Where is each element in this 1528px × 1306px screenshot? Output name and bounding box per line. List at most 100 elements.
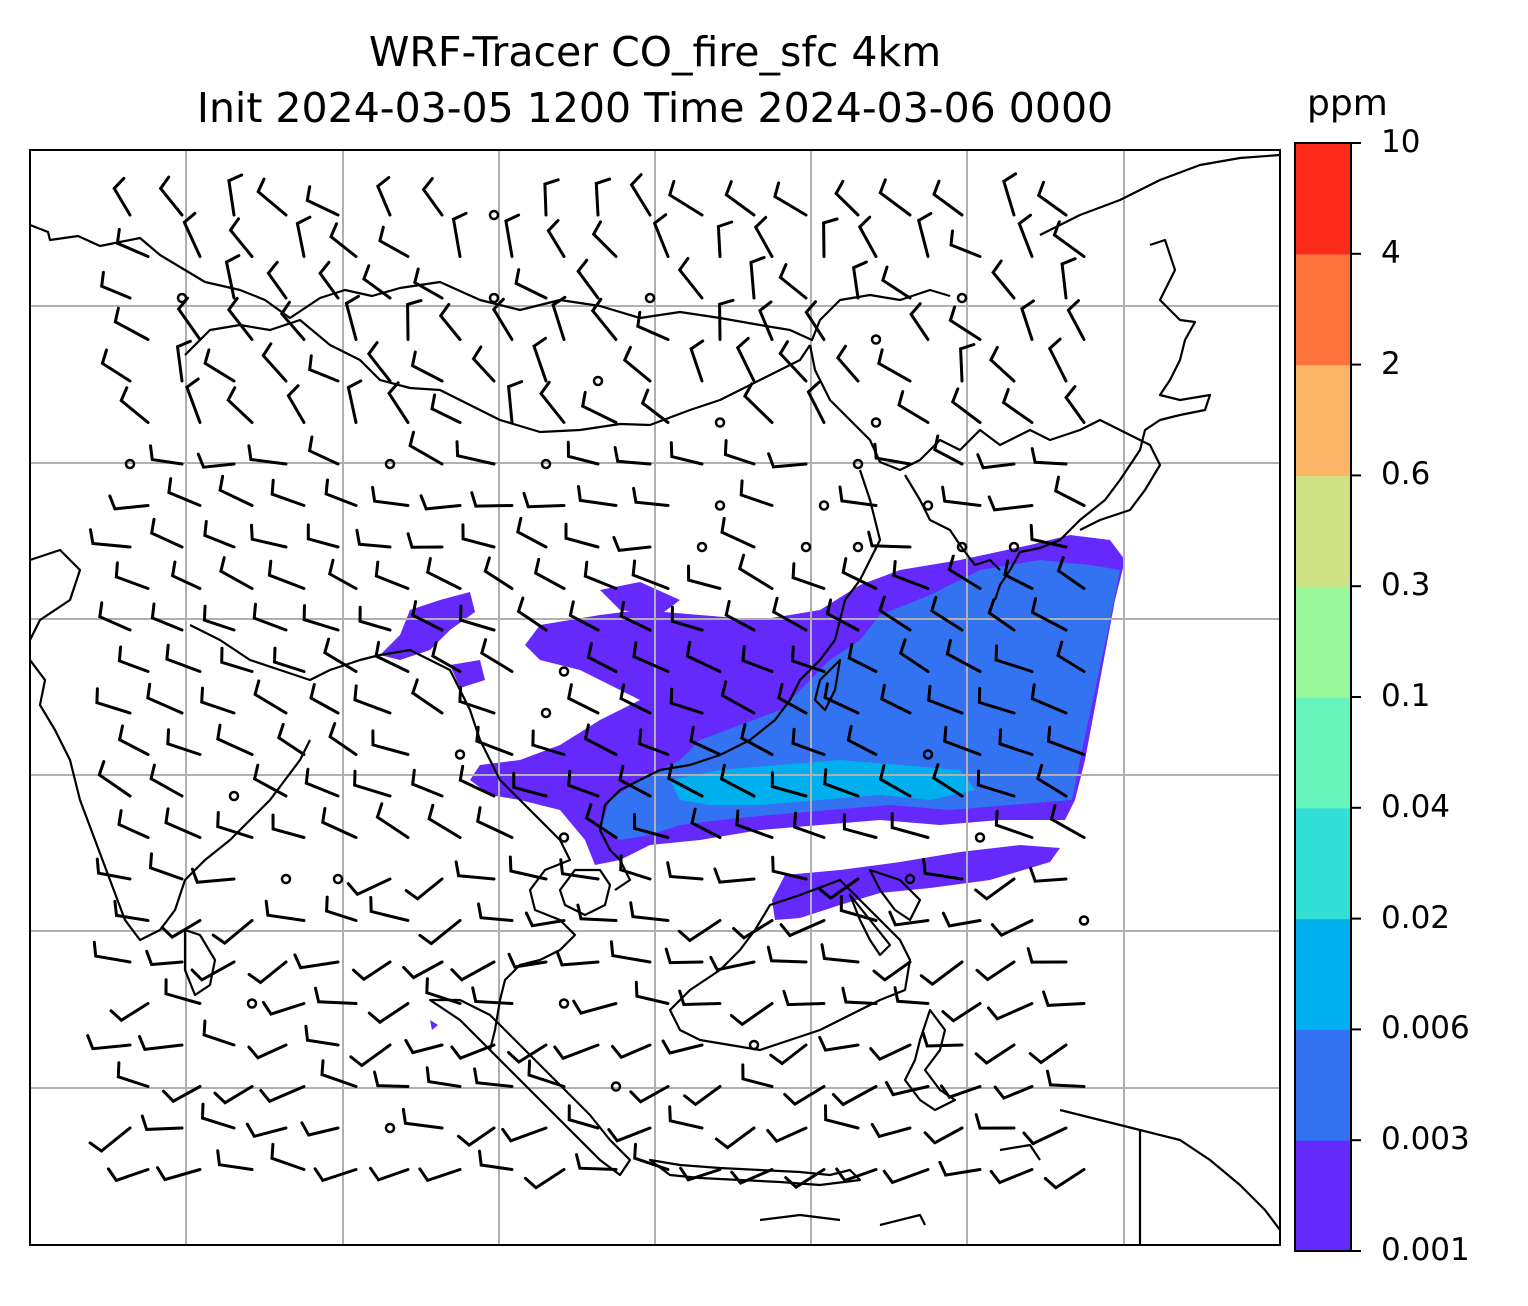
wind-barb xyxy=(378,225,410,258)
calm-wind-marker xyxy=(488,292,500,304)
wind-barb xyxy=(932,763,964,798)
wind-barb xyxy=(113,306,150,341)
wind-barb xyxy=(732,919,774,940)
wind-barb xyxy=(115,227,150,258)
colorbar-tick-label: 0.3 xyxy=(1381,567,1431,604)
wind-barb xyxy=(146,682,184,715)
wind-barb xyxy=(259,1085,306,1104)
wind-barb xyxy=(267,559,306,590)
wind-barb xyxy=(1052,220,1086,258)
wind-barb xyxy=(669,441,704,466)
coastline-russia-east xyxy=(1039,153,1280,236)
wind-barb xyxy=(170,560,202,590)
wind-barb xyxy=(418,919,462,946)
coastline-japan xyxy=(993,238,1212,601)
wind-barb xyxy=(116,1061,150,1088)
wind-barb xyxy=(773,181,808,217)
wind-barb xyxy=(716,220,734,258)
wind-barb xyxy=(941,485,982,507)
calm-wind-marker xyxy=(870,334,882,345)
wind-barb xyxy=(998,728,1034,756)
wind-barb xyxy=(652,213,670,258)
wind-barb xyxy=(425,977,462,1005)
co-fire-plume xyxy=(380,535,1125,1030)
wind-barb xyxy=(622,345,652,383)
wind-barb xyxy=(277,722,306,756)
wind-barb xyxy=(158,175,184,217)
plume-region xyxy=(430,1020,438,1030)
wind-barb xyxy=(994,809,1034,839)
wind-barb xyxy=(718,298,735,341)
wind-barb xyxy=(758,300,774,341)
wind-barb xyxy=(743,382,774,424)
calm-wind-marker xyxy=(1008,541,1020,553)
wind-barb xyxy=(919,960,964,987)
wind-barb xyxy=(202,1019,236,1047)
wind-barb xyxy=(784,1168,826,1189)
wind-barb xyxy=(976,769,1016,798)
wind-barb xyxy=(252,602,288,632)
wind-barb xyxy=(1030,597,1068,632)
wind-barb xyxy=(1056,640,1086,673)
wind-barb xyxy=(939,1084,982,1099)
wind-barb xyxy=(454,860,496,881)
wind-barb xyxy=(566,440,600,466)
wind-barb xyxy=(632,641,670,673)
wind-barb xyxy=(375,802,410,839)
wind-barb xyxy=(878,178,912,217)
wind-barb xyxy=(164,978,202,1005)
wind-barb xyxy=(612,535,652,553)
wind-barb xyxy=(224,254,241,300)
wind-barb xyxy=(411,768,444,798)
colorbar-tick-label: 0.006 xyxy=(1381,1010,1470,1047)
wind-barb xyxy=(669,687,704,715)
calm-wind-marker xyxy=(922,500,934,511)
colorbar-segment xyxy=(1295,475,1351,587)
wind-barb xyxy=(749,256,766,300)
wind-barb xyxy=(458,686,496,715)
colorbar-segment xyxy=(1295,918,1351,1030)
wind-barb xyxy=(613,446,652,466)
wind-barb xyxy=(252,763,288,798)
colorbar-segment xyxy=(1295,1140,1351,1252)
wind-barb xyxy=(97,760,132,798)
wind-barb xyxy=(516,596,548,632)
wind-barb xyxy=(841,557,878,590)
wind-barb xyxy=(890,812,930,839)
wind-barb xyxy=(941,1002,982,1023)
wind-barb xyxy=(427,803,462,839)
wind-barb xyxy=(591,220,618,258)
plume-region xyxy=(450,660,485,688)
wind-barb xyxy=(455,440,496,466)
wind-barb xyxy=(689,725,722,756)
wind-barb xyxy=(346,877,392,897)
wind-barb xyxy=(369,896,410,922)
calm-wind-marker xyxy=(852,458,864,470)
wind-barb xyxy=(720,680,756,715)
wind-barb xyxy=(426,557,462,590)
wind-barb xyxy=(1030,683,1068,715)
wind-barb xyxy=(932,179,964,217)
wind-barb xyxy=(543,178,560,217)
wind-barb xyxy=(247,960,288,985)
wind-barb xyxy=(304,767,340,798)
calm-wind-marker xyxy=(956,541,968,553)
wind-barb xyxy=(590,297,618,341)
wind-barb xyxy=(987,1002,1034,1021)
wind-barb xyxy=(1049,804,1086,839)
wind-barb xyxy=(419,494,462,511)
wind-barb xyxy=(618,764,652,798)
wind-barb xyxy=(1029,523,1068,549)
wind-barb xyxy=(164,807,202,839)
wind-barb xyxy=(402,960,444,980)
wind-barb xyxy=(176,296,202,341)
wind-barb xyxy=(106,1167,150,1183)
coastline-java xyxy=(648,1158,862,1187)
wind-barb xyxy=(730,1168,774,1185)
colorbar-segment xyxy=(1295,697,1351,809)
wind-barb xyxy=(943,725,982,756)
wind-barb xyxy=(401,1107,444,1130)
wind-barb xyxy=(533,557,566,590)
wind-barb xyxy=(632,486,670,507)
wind-barb xyxy=(404,877,444,901)
